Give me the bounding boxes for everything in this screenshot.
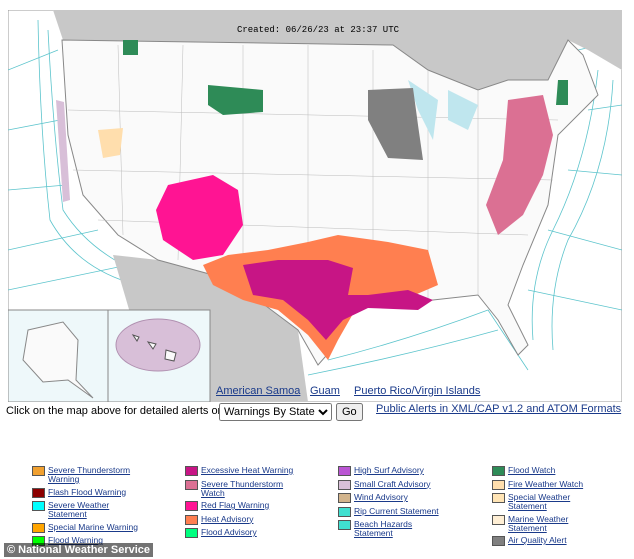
legend-item: Severe Thunderstorm Warning (32, 466, 144, 484)
legend-swatch (32, 501, 45, 511)
state-select[interactable]: Warnings By State (219, 403, 332, 421)
map-link[interactable]: American Samoa (216, 385, 301, 397)
legend-item: Flood Watch (492, 466, 604, 476)
legend-swatch (492, 536, 505, 546)
legend-item: Severe Thunderstorm Watch (185, 478, 297, 498)
legend-link[interactable]: Air Quality Alert (508, 535, 567, 545)
flood-watch-region (123, 40, 568, 115)
legend-link[interactable]: Wind Advisory (354, 492, 408, 502)
legend-link[interactable]: Flood Advisory (201, 527, 257, 537)
legend-item: Beach Hazards Statement (338, 520, 450, 538)
go-button[interactable]: Go (336, 403, 363, 421)
legend-swatch (185, 501, 198, 511)
legend-link[interactable]: Severe Thunderstorm Watch (201, 478, 284, 498)
legend-item: Flash Flood Warning (32, 486, 144, 498)
marine-zones (8, 19, 622, 376)
legend-item: Small Craft Advisory (338, 478, 450, 490)
hawaii-marine-zone (115, 318, 201, 372)
legend-item: Special Weather Statement (492, 493, 604, 511)
legend-swatch (185, 479, 198, 490)
watermark: © National Weather Service (4, 543, 154, 557)
legend-link[interactable]: Marine Weather Statement (508, 513, 569, 533)
legend-item: Rip Current Statement (338, 505, 450, 517)
legend-link[interactable]: Special Weather Statement (508, 492, 571, 511)
legend-swatch (32, 487, 45, 498)
legend-link[interactable]: Fire Weather Watch (508, 478, 584, 489)
legend-item: Fire Weather Watch (492, 478, 604, 490)
legend-column: Excessive Heat Warning Severe Thunderstor… (185, 466, 297, 542)
legend-swatch (185, 466, 198, 476)
legend-link[interactable]: Beach Hazards Statement (354, 519, 413, 538)
legend-swatch (338, 466, 351, 476)
map-prompt: Click on the map above for detailed aler… (6, 405, 222, 417)
legend-swatch (32, 522, 45, 533)
legend-link[interactable]: Heat Advisory (201, 513, 254, 524)
legend-item: High Surf Advisory (338, 466, 450, 476)
legend-link[interactable]: Rip Current Statement (354, 505, 439, 516)
legend-swatch (492, 466, 505, 476)
legend-swatch (492, 493, 505, 503)
legend-item: Wind Advisory (338, 493, 450, 503)
legend-link[interactable]: Special Marine Warning (48, 521, 138, 532)
legend-swatch (492, 514, 505, 525)
canada (8, 10, 622, 90)
legend-link[interactable]: Red Flag Warning (201, 500, 270, 510)
legend-item: Special Marine Warning (32, 521, 144, 533)
legend-swatch (338, 479, 351, 490)
legend-column: Severe Thunderstorm Warning Flash Flood W… (32, 466, 144, 550)
created-timestamp: Created: 06/26/23 at 23:37 UTC (237, 25, 400, 35)
legend-swatch (338, 493, 351, 503)
small-craft-region (56, 100, 70, 202)
legend-item: Flood Advisory (185, 528, 297, 538)
alaska (22, 321, 94, 399)
great-lakes (408, 80, 478, 140)
heat-warning-region (243, 260, 433, 340)
air-quality-region (368, 88, 423, 160)
legend-column: High Surf Advisory Small Craft Advisory Wi… (338, 466, 450, 542)
red-flag-region (156, 175, 243, 260)
legend-swatch (338, 506, 351, 517)
legend-swatch (185, 514, 198, 525)
legend-item: Severe Weather Statement (32, 501, 144, 519)
legend-link[interactable]: Excessive Heat Warning (201, 465, 294, 475)
legend-link[interactable]: High Surf Advisory (354, 465, 424, 475)
legend-item: Marine Weather Statement (492, 513, 604, 533)
map-link[interactable]: Guam (310, 385, 340, 397)
legend-swatch (185, 528, 198, 538)
legend-link[interactable]: Severe Thunderstorm Warning (48, 465, 131, 484)
legend-swatch (32, 466, 45, 476)
alert-map[interactable]: Created: 06/26/23 at 23:37 UTC (8, 10, 622, 402)
legend-item: Heat Advisory (185, 513, 297, 525)
legend-link[interactable]: Flood Warning (48, 535, 103, 545)
thunderstorm-watch-region (486, 95, 553, 235)
legend-swatch (492, 479, 505, 490)
legend-link[interactable]: Flood Watch (508, 465, 556, 475)
legend-link[interactable]: Flash Flood Warning (48, 486, 127, 497)
legend-item: Excessive Heat Warning (185, 466, 297, 476)
feeds-link[interactable]: Public Alerts in XML/CAP v1.2 and ATOM F… (376, 403, 622, 415)
fire-weather-region (98, 128, 123, 158)
hawaii-islands (131, 334, 177, 362)
legend-link[interactable]: Small Craft Advisory (354, 478, 431, 489)
legend-swatch (338, 520, 351, 530)
legend-column: Flood Watch Fire Weather Watch Special Wea… (492, 466, 604, 550)
map-link[interactable]: Puerto Rico/Virgin Islands (354, 385, 481, 397)
legend-link[interactable]: Severe Weather Statement (48, 500, 110, 519)
legend-item: Red Flag Warning (185, 501, 297, 511)
legend-item: Air Quality Alert (492, 536, 604, 546)
